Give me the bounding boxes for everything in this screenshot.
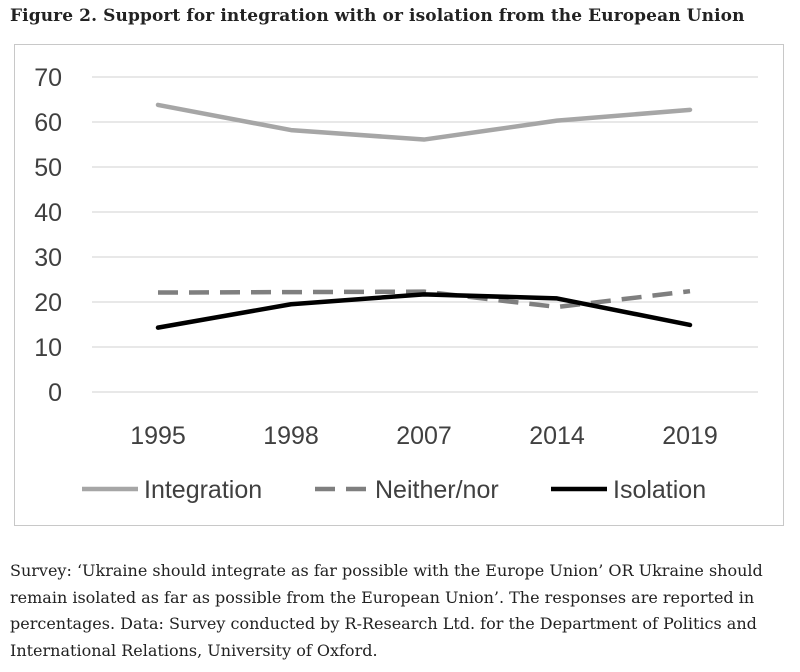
gridlines [92, 76, 758, 393]
legend: Integration Neither/nor Isolation [82, 476, 706, 504]
figure-caption: Survey: ‘Ukraine should integrate as far… [10, 561, 763, 660]
y-tick-label-0: 0 [48, 379, 62, 407]
series-line-integration [155, 102, 693, 142]
figure-title: Figure 2. Support for integration with o… [10, 6, 745, 26]
y-tick-label-70: 70 [34, 64, 62, 92]
line-chart: 0 10 20 30 40 50 60 70 1995 1998 2007 2014 2019 Int… [34, 64, 758, 504]
chart-frame [14, 44, 784, 526]
x-tick-label-2007: 2007 [396, 422, 452, 450]
x-tick-label-2019: 2019 [662, 422, 718, 450]
y-tick-label-10: 10 [34, 334, 62, 362]
x-tick-label-2014: 2014 [529, 422, 585, 450]
y-axis-tick-labels: 0 10 20 30 40 50 60 70 [34, 64, 62, 407]
x-axis-tick-labels: 1995 1998 2007 2014 2019 [130, 422, 718, 450]
y-tick-label-60: 60 [34, 109, 62, 137]
series-lines [155, 102, 693, 330]
series-line-isolation [155, 292, 693, 330]
y-tick-label-50: 50 [34, 154, 62, 182]
x-tick-label-1998: 1998 [263, 422, 319, 450]
y-tick-label-20: 20 [34, 289, 62, 317]
legend-label-isolation: Isolation [613, 476, 706, 504]
x-tick-label-1995: 1995 [130, 422, 186, 450]
y-tick-label-30: 30 [34, 244, 62, 272]
series-line-neither-nor [157, 288, 691, 310]
legend-label-integration: Integration [144, 476, 262, 504]
legend-label-neither-nor: Neither/nor [375, 476, 499, 504]
y-tick-label-40: 40 [34, 199, 62, 227]
